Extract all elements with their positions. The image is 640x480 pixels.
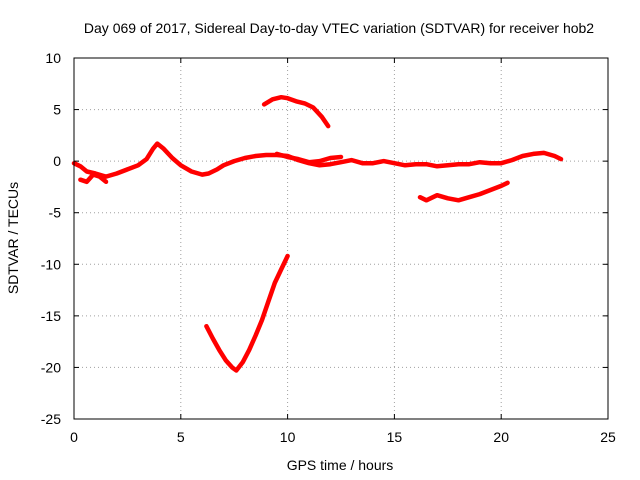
chart-title: Day 069 of 2017, Sidereal Day-to-day VTE…	[84, 20, 594, 36]
x-axis-label: GPS time / hours	[287, 457, 394, 473]
x-tick-label: 25	[600, 429, 616, 445]
y-tick-label: 10	[45, 50, 61, 66]
y-tick-label: -20	[41, 359, 61, 375]
y-tick-label: -5	[49, 205, 62, 221]
x-tick-label: 15	[387, 429, 403, 445]
y-tick-label: -10	[41, 256, 61, 272]
x-tick-label: 5	[177, 429, 185, 445]
data-series-group	[71, 94, 564, 373]
y-tick-label: -15	[41, 308, 61, 324]
x-tick-label: 10	[280, 429, 296, 445]
y-axis-label: SDTVAR / TECUs	[5, 182, 21, 294]
y-tick-label: 5	[53, 102, 61, 118]
series-mid-branch	[274, 151, 344, 165]
grid-lines	[74, 58, 608, 419]
y-tick-label: 0	[53, 153, 61, 169]
series-upper-arc	[261, 94, 331, 129]
x-tick-label: 20	[493, 429, 509, 445]
y-tick-label: -25	[41, 411, 61, 427]
series-early-dip	[78, 172, 109, 185]
axis-ticks: 0 5 10 15 20 25 10 5 0 -5 -10 -15 -20 -25	[41, 50, 616, 445]
series-lower-right-arc	[417, 180, 510, 203]
plot-frame	[73, 57, 609, 420]
x-tick-label: 0	[70, 429, 78, 445]
series-v-curve	[204, 253, 290, 373]
